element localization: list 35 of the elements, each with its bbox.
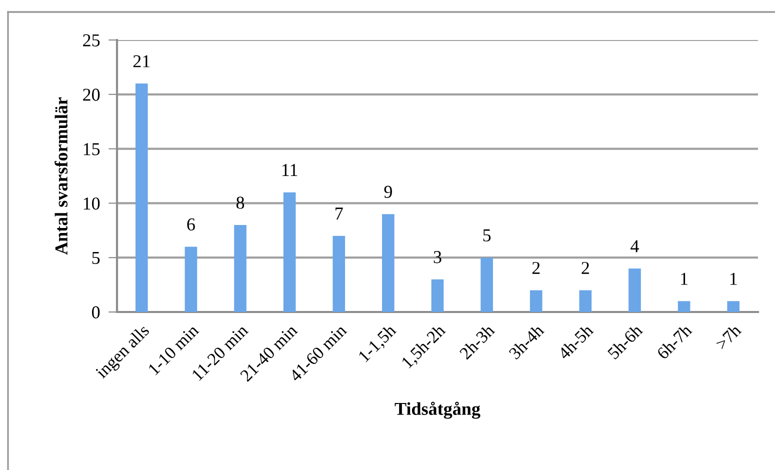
data-label: 1 <box>730 272 737 285</box>
data-label: 3 <box>434 251 442 264</box>
y-tick-label: 10 <box>84 197 100 210</box>
bar <box>135 84 148 312</box>
y-tick-label: 0 <box>92 306 100 318</box>
y-tick-label: 15 <box>84 143 100 156</box>
bar <box>678 301 690 312</box>
bar <box>283 192 296 312</box>
y-tick-label: 25 <box>83 34 100 46</box>
x-axis-title: Tidsåtgång <box>394 402 480 419</box>
bar <box>234 224 246 312</box>
data-label: 21 <box>133 55 150 68</box>
x-tick-label: >7h <box>714 323 742 350</box>
data-label: 2 <box>532 262 540 274</box>
data-label: 5 <box>483 229 491 242</box>
bar <box>332 236 346 312</box>
y-tick-label: 5 <box>92 252 100 264</box>
data-label: 11 <box>282 164 298 176</box>
bar <box>579 290 592 312</box>
data-label: 9 <box>384 186 392 198</box>
data-label: 6 <box>187 218 195 231</box>
data-label: 4 <box>630 240 639 252</box>
bar <box>628 268 641 312</box>
data-label: 2 <box>582 262 589 274</box>
data-label: 7 <box>336 208 343 220</box>
bar <box>480 258 493 312</box>
y-tick-label: 20 <box>83 88 100 101</box>
bar <box>431 279 444 312</box>
bar <box>727 301 740 312</box>
bar <box>382 214 394 312</box>
data-label: 8 <box>236 196 244 209</box>
data-label: 1 <box>681 272 688 285</box>
bar <box>184 246 198 312</box>
y-axis-title: Antal svarsformulär <box>54 97 68 255</box>
bar <box>530 290 542 312</box>
